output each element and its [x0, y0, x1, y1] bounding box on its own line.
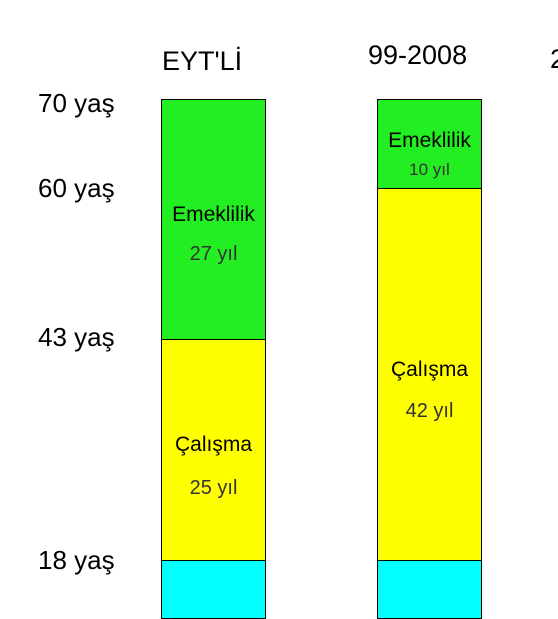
segment-work-eytli: Çalışma 25 yıl [162, 339, 265, 560]
segment-work-99-2008: Çalışma 42 yıl [378, 188, 481, 560]
segment-value-retirement: 10 yıl [409, 160, 450, 179]
segment-label-retirement: Emeklilik [172, 203, 255, 226]
segment-value-retirement: 27 yıl [189, 243, 238, 265]
segment-childhood-99-2008 [378, 560, 481, 618]
next-column-title-fragment: 2 [550, 44, 558, 74]
segment-value-work: 42 yıl [405, 400, 454, 422]
segment-retirement-eytli: Emeklilik 27 yıl [162, 100, 265, 339]
segment-label-retirement: Emeklilik [388, 129, 471, 152]
column-title-99-2008: 99-2008 [368, 40, 468, 70]
bar-eytli: Emeklilik 27 yıl Çalışma 25 yıl [161, 99, 266, 619]
segment-retirement-99-2008: Emeklilik 10 yıl [378, 100, 481, 188]
segment-label-work: Çalışma [390, 358, 469, 381]
segment-value-work: 25 yıl [189, 477, 238, 499]
age-label-43: 43 yaş [38, 322, 115, 352]
age-label-60: 60 yaş [38, 173, 115, 203]
bar-99-2008: Emeklilik 10 yıl Çalışma 42 yıl [377, 99, 482, 619]
age-label-18: 18 yaş [38, 545, 115, 575]
column-title-eytli: EYT'Lİ [162, 46, 243, 76]
segment-label-work: Çalışma [174, 433, 253, 456]
segment-childhood-eytli [162, 560, 265, 618]
age-label-70: 70 yaş [38, 88, 115, 118]
